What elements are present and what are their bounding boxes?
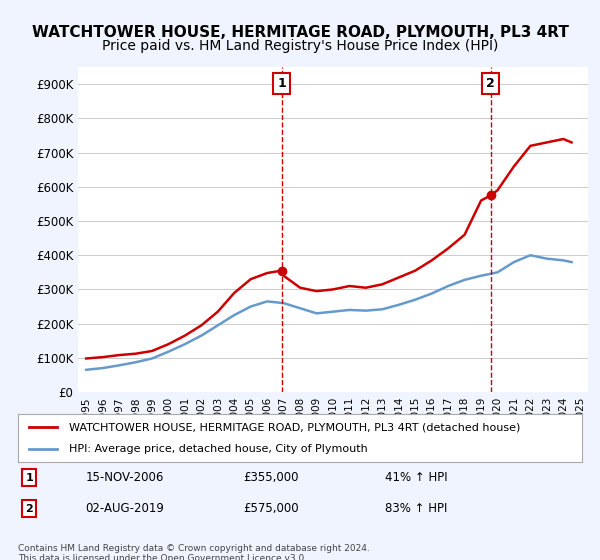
Text: 2: 2: [486, 77, 495, 90]
Text: HPI: Average price, detached house, City of Plymouth: HPI: Average price, detached house, City…: [69, 444, 368, 454]
Text: This data is licensed under the Open Government Licence v3.0.: This data is licensed under the Open Gov…: [18, 554, 307, 560]
Text: 83% ↑ HPI: 83% ↑ HPI: [385, 502, 447, 515]
Text: 2: 2: [25, 503, 33, 514]
Text: WATCHTOWER HOUSE, HERMITAGE ROAD, PLYMOUTH, PL3 4RT (detached house): WATCHTOWER HOUSE, HERMITAGE ROAD, PLYMOU…: [69, 422, 520, 432]
Text: 15-NOV-2006: 15-NOV-2006: [86, 471, 164, 484]
Text: Price paid vs. HM Land Registry's House Price Index (HPI): Price paid vs. HM Land Registry's House …: [102, 39, 498, 53]
Text: 1: 1: [25, 473, 33, 483]
Text: 02-AUG-2019: 02-AUG-2019: [86, 502, 164, 515]
Text: WATCHTOWER HOUSE, HERMITAGE ROAD, PLYMOUTH, PL3 4RT: WATCHTOWER HOUSE, HERMITAGE ROAD, PLYMOU…: [32, 25, 568, 40]
Text: £575,000: £575,000: [244, 502, 299, 515]
Text: Contains HM Land Registry data © Crown copyright and database right 2024.: Contains HM Land Registry data © Crown c…: [18, 544, 370, 553]
Text: £355,000: £355,000: [244, 471, 299, 484]
Text: 41% ↑ HPI: 41% ↑ HPI: [385, 471, 447, 484]
Text: 1: 1: [277, 77, 286, 90]
